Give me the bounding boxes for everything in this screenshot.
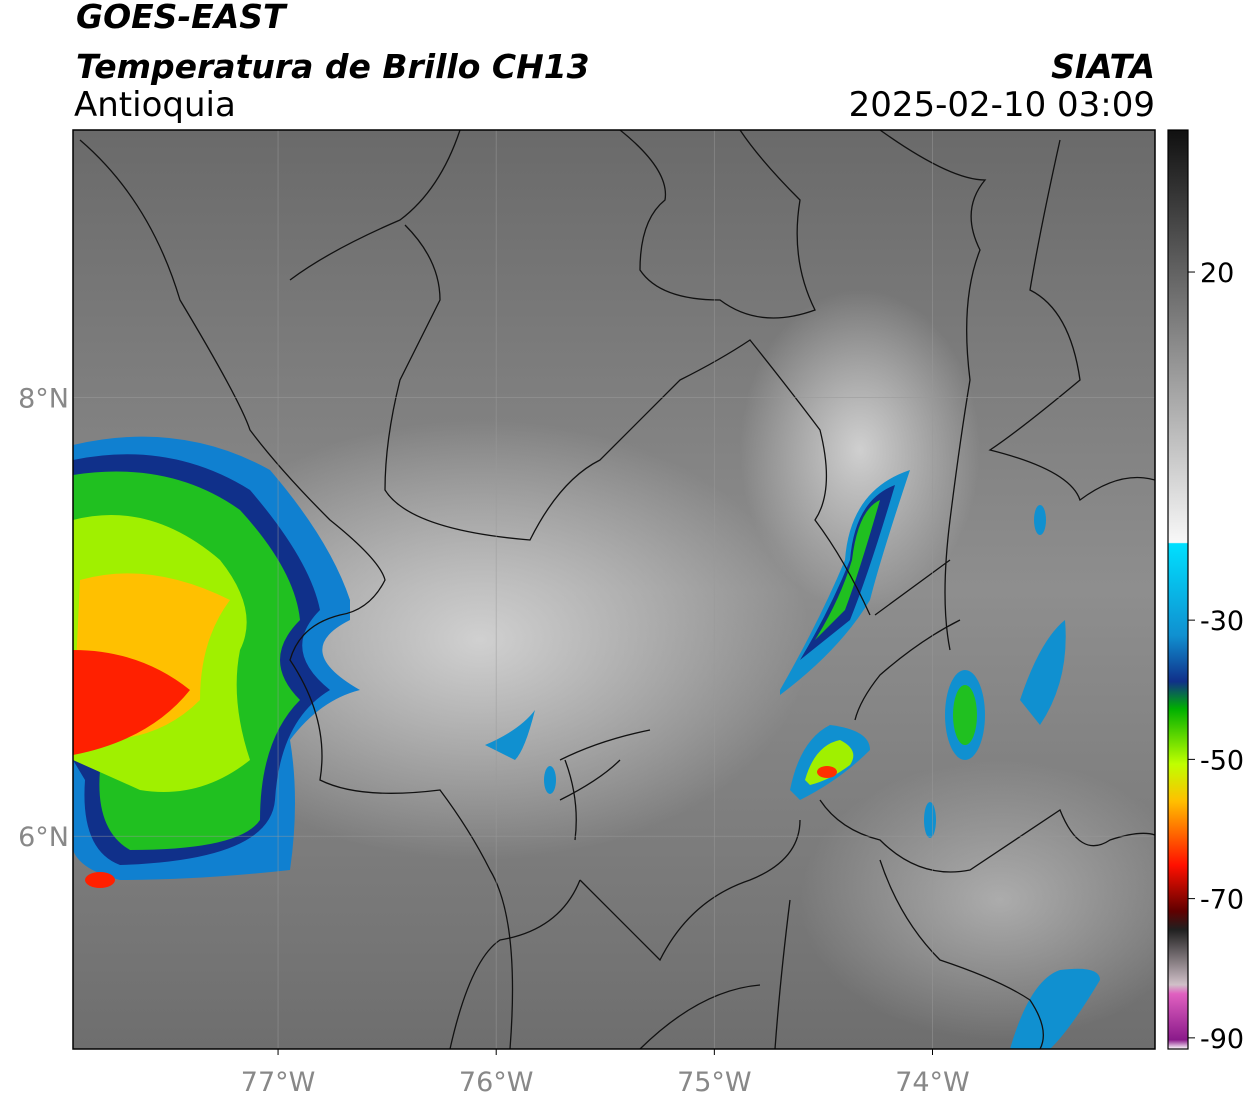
- colorbar-tick-label: -70: [1200, 885, 1244, 916]
- x-tick-label: 76°W: [459, 1067, 534, 1098]
- cold-clouds: [73, 436, 1100, 1049]
- x-tick-label: 74°W: [895, 1067, 970, 1098]
- map-frame: [72, 129, 1156, 1050]
- colorbar-tick-label: -50: [1200, 745, 1244, 776]
- product: Temperatura de Brillo CH13: [76, 47, 590, 86]
- colorbar-tick-label: -30: [1200, 606, 1244, 637]
- colorbar-tick-label: -90: [1200, 1024, 1244, 1055]
- graticule: [73, 130, 1155, 1049]
- boundaries: [79, 130, 1155, 1049]
- colorbar: [1167, 129, 1189, 1050]
- colorbar-tick-label: 20: [1200, 258, 1234, 289]
- region: Antioquia: [74, 85, 236, 125]
- x-tick-label: 77°W: [241, 1067, 316, 1098]
- map-image: [73, 130, 1155, 1049]
- x-tick-label: 75°W: [677, 1067, 752, 1098]
- y-tick-label: 8°N: [18, 384, 69, 415]
- annotations: 77°W 76°W 75°W 74°W 8°N 6°N 20 -30 -50 -70 -90: [18, 258, 1244, 1098]
- y-tick-label: 6°N: [18, 822, 69, 853]
- source: SIATA: [1051, 47, 1155, 86]
- datetime: 2025-02-10 03:09: [849, 85, 1155, 125]
- satellite: GOES-EAST: [76, 0, 288, 36]
